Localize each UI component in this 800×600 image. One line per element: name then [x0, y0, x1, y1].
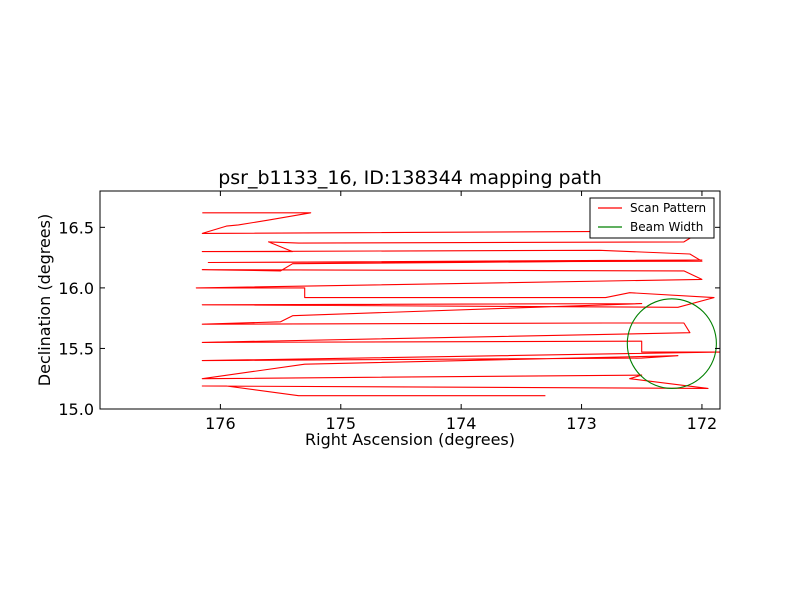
y-tick-label: 15.0	[58, 400, 94, 419]
tick-layer: 176 175 174 173 172 15.0 15.5 16.0 16.5	[58, 191, 720, 433]
beam-width-circle	[626, 298, 717, 389]
x-tick-label: 173	[566, 414, 597, 433]
chart-title: psr_b1133_16, ID:138344 mapping path	[218, 167, 602, 189]
x-tick-label: 175	[326, 414, 357, 433]
x-axis-label: Right Ascension (degrees)	[305, 430, 515, 449]
legend-beam-label: Beam Width	[630, 220, 703, 234]
y-axis-label: Declination (degrees)	[35, 214, 54, 386]
legend: Scan Pattern Beam Width	[589, 197, 715, 239]
x-tick-label: 174	[446, 414, 477, 433]
legend-scan-label: Scan Pattern	[630, 201, 706, 215]
scan-pattern-line	[195, 212, 721, 397]
legend-box	[589, 197, 715, 239]
plot-frame	[99, 190, 721, 410]
x-tick-label: 172	[687, 414, 718, 433]
x-tick-label: 176	[205, 414, 236, 433]
y-tick-label: 16.0	[58, 279, 94, 298]
y-tick-label: 15.5	[58, 339, 94, 358]
series-layer	[195, 212, 721, 397]
y-tick-label: 16.5	[58, 218, 94, 237]
